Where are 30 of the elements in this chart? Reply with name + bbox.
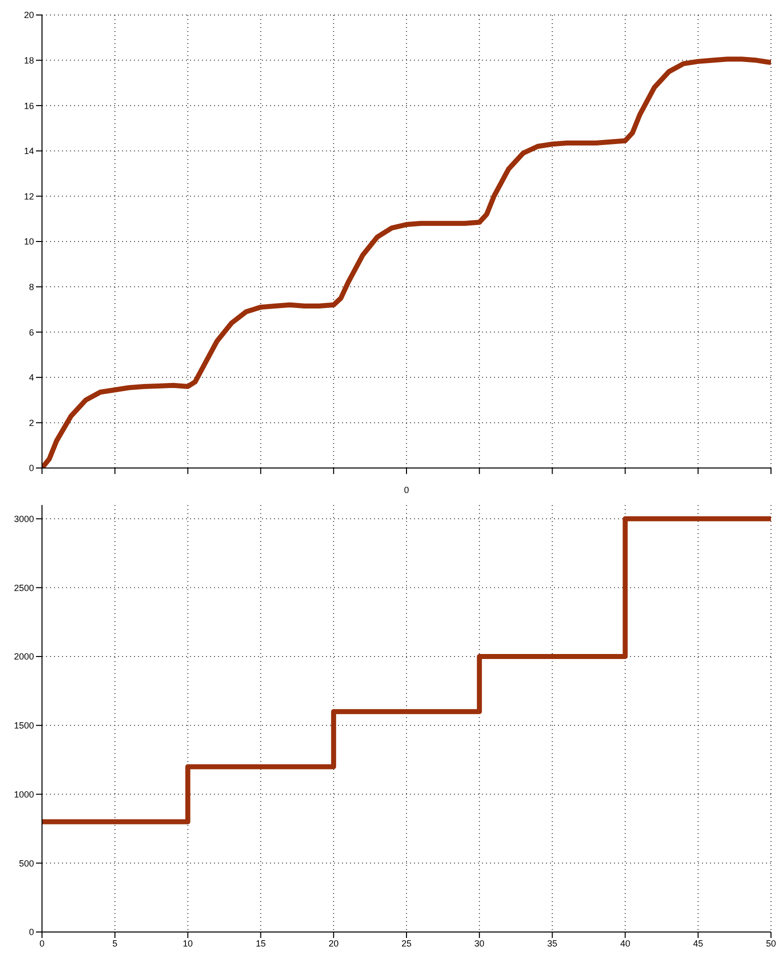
y-tick-label: 8 bbox=[28, 282, 34, 292]
y-tick-label: 16 bbox=[24, 100, 34, 111]
x-tick-label: 10 bbox=[182, 938, 193, 948]
y-tick-label: 18 bbox=[24, 55, 34, 66]
x-tick-label: 20 bbox=[328, 938, 339, 948]
y-tick-label: 0 bbox=[28, 927, 34, 938]
x-tick-label: 30 bbox=[474, 938, 484, 948]
y-tick-label: 4 bbox=[28, 372, 34, 383]
y-tick-label: 2500 bbox=[14, 582, 34, 593]
y-tick-label: 1500 bbox=[14, 720, 34, 731]
y-tick-label: 6 bbox=[28, 327, 34, 338]
x-tick-label: 35 bbox=[547, 938, 558, 948]
x-tick-label: 0 bbox=[39, 938, 45, 948]
y-tick-label: 12 bbox=[24, 191, 34, 202]
x-tick-label: 15 bbox=[256, 938, 266, 948]
y-tick-label: 3000 bbox=[14, 514, 34, 524]
x-tick-label: 5 bbox=[112, 938, 118, 948]
y-tick-label: 2 bbox=[28, 418, 34, 428]
y-tick-label: 500 bbox=[18, 858, 34, 868]
y-tick-label: 20 bbox=[24, 10, 34, 20]
x-axis-title: 0 bbox=[404, 485, 410, 495]
x-tick-label: 45 bbox=[693, 938, 704, 948]
x-tick-label: 25 bbox=[401, 938, 412, 948]
y-tick-label: 14 bbox=[24, 146, 34, 156]
y-tick-label: 0 bbox=[28, 463, 34, 474]
x-tick-label: 50 bbox=[766, 938, 776, 948]
y-tick-label: 10 bbox=[24, 236, 34, 247]
y-tick-label: 1000 bbox=[14, 789, 34, 800]
x-tick-label: 40 bbox=[620, 938, 630, 948]
y-tick-label: 2000 bbox=[14, 652, 34, 662]
